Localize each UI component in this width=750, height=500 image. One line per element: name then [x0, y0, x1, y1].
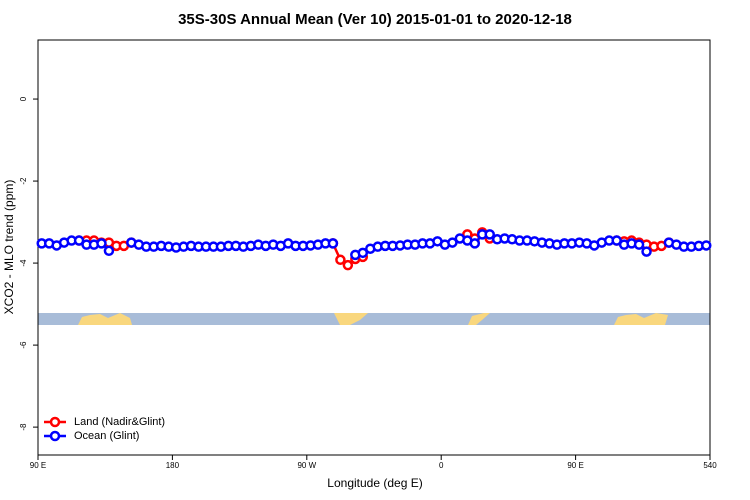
- x-tick-label: 90 E: [30, 461, 46, 470]
- x-tick-label: 180: [166, 461, 180, 470]
- x-tick-label: 90 W: [297, 461, 316, 470]
- y-tick-label: -2: [19, 177, 28, 185]
- y-tick-label: -6: [19, 341, 28, 349]
- point: [73, 235, 85, 246]
- point: [357, 247, 369, 259]
- x-tick-label: 0: [439, 461, 444, 470]
- point: [701, 240, 712, 251]
- chart-title: 35S-30S Annual Mean (Ver 10) 2015-01-01 …: [178, 11, 572, 28]
- y-axis-label: XCO2 - MLO trend (ppm): [2, 180, 16, 315]
- x-tick-label: 90 E: [567, 461, 583, 470]
- point: [484, 229, 495, 240]
- point: [342, 259, 354, 271]
- point: [633, 239, 645, 250]
- point: [335, 254, 346, 266]
- point: [96, 238, 107, 249]
- map-strip: [38, 313, 710, 325]
- point: [327, 238, 339, 249]
- legend-label: Land (Nadir&Glint): [74, 416, 165, 428]
- point: [469, 238, 481, 249]
- y-tick-label: -4: [19, 259, 28, 267]
- point: [641, 246, 652, 257]
- y-tick-label: -8: [19, 423, 28, 431]
- point: [611, 235, 622, 246]
- x-axis-label: Longitude (deg E): [327, 476, 422, 490]
- point: [447, 237, 458, 248]
- legend-marker: [49, 430, 61, 442]
- point: [103, 245, 115, 257]
- legend-label: Ocean (Glint): [74, 430, 139, 442]
- x-tick-label: 540: [703, 461, 717, 470]
- y-tick-label: 0: [19, 96, 28, 101]
- legend-marker: [49, 416, 61, 428]
